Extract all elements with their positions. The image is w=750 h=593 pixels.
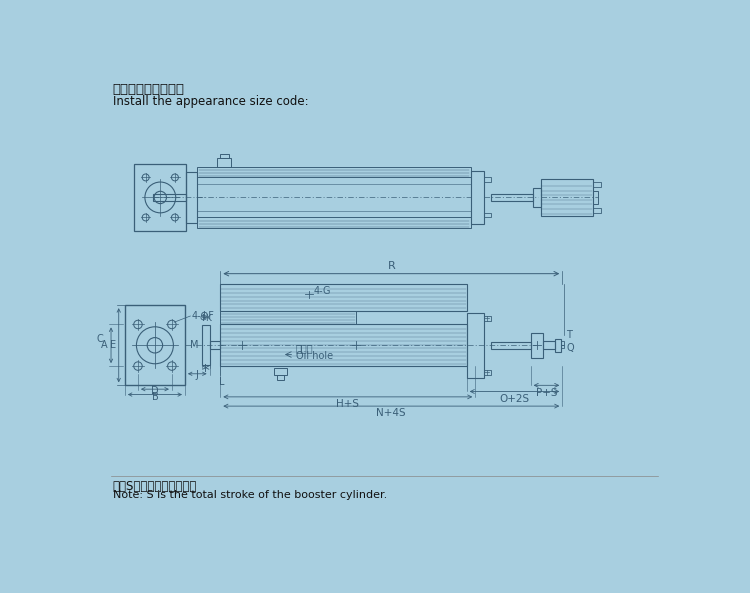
Text: R: R [388, 262, 395, 272]
Text: C: C [97, 334, 104, 344]
Bar [125, 305, 185, 385]
Text: Install the appearance size code:: Install the appearance size code: [112, 95, 308, 108]
Text: ΦK: ΦK [200, 314, 212, 323]
Bar [541, 179, 593, 216]
Text: 4-ΦF: 4-ΦF [191, 311, 214, 321]
Text: B: B [152, 392, 158, 402]
Bar [152, 194, 187, 201]
Text: T: T [566, 330, 572, 340]
Bar [533, 188, 541, 207]
Bar [134, 164, 187, 231]
Bar [470, 171, 484, 224]
Bar [484, 177, 490, 182]
Text: N+4S: N+4S [376, 409, 406, 419]
Text: D: D [151, 386, 159, 396]
Text: I: I [204, 364, 207, 374]
Text: M: M [190, 340, 199, 349]
Text: L: L [219, 377, 225, 387]
Bar [561, 345, 564, 348]
Bar [217, 158, 231, 167]
Bar [593, 192, 598, 203]
Bar [220, 285, 466, 311]
Bar [197, 167, 470, 177]
Text: Oil hole: Oil hole [296, 350, 333, 361]
Bar [531, 333, 543, 358]
Text: 4-G: 4-G [314, 286, 332, 296]
Bar [484, 213, 490, 218]
Text: O+2S: O+2S [500, 394, 530, 404]
Text: J: J [196, 370, 199, 380]
Bar [209, 342, 220, 349]
Bar [555, 339, 561, 352]
Bar [220, 311, 356, 324]
Text: 注：S为增压缸的总行程。: 注：S为增压缸的总行程。 [112, 480, 197, 493]
Text: Q: Q [566, 343, 574, 353]
Bar [466, 313, 484, 378]
Bar [220, 154, 229, 158]
Text: Note: S is the total stroke of the booster cylinder.: Note: S is the total stroke of the boost… [112, 490, 387, 500]
Bar [490, 342, 531, 349]
Text: E: E [110, 340, 116, 350]
Bar [593, 182, 601, 187]
Text: P+S: P+S [536, 388, 557, 398]
Bar [490, 195, 533, 200]
Text: A: A [101, 340, 108, 350]
Bar [202, 325, 209, 365]
Bar [484, 370, 490, 375]
Bar [197, 218, 470, 228]
Bar [220, 324, 466, 366]
Bar [543, 342, 555, 349]
Bar [484, 316, 490, 321]
Bar [561, 342, 564, 345]
Text: 安装外观尺寸代码：: 安装外观尺寸代码： [112, 84, 184, 97]
Text: H+S: H+S [336, 399, 359, 409]
Bar [274, 368, 286, 375]
Bar [277, 375, 284, 380]
Bar [187, 172, 197, 223]
Text: 放油口: 放油口 [296, 343, 314, 353]
Bar [593, 208, 601, 213]
